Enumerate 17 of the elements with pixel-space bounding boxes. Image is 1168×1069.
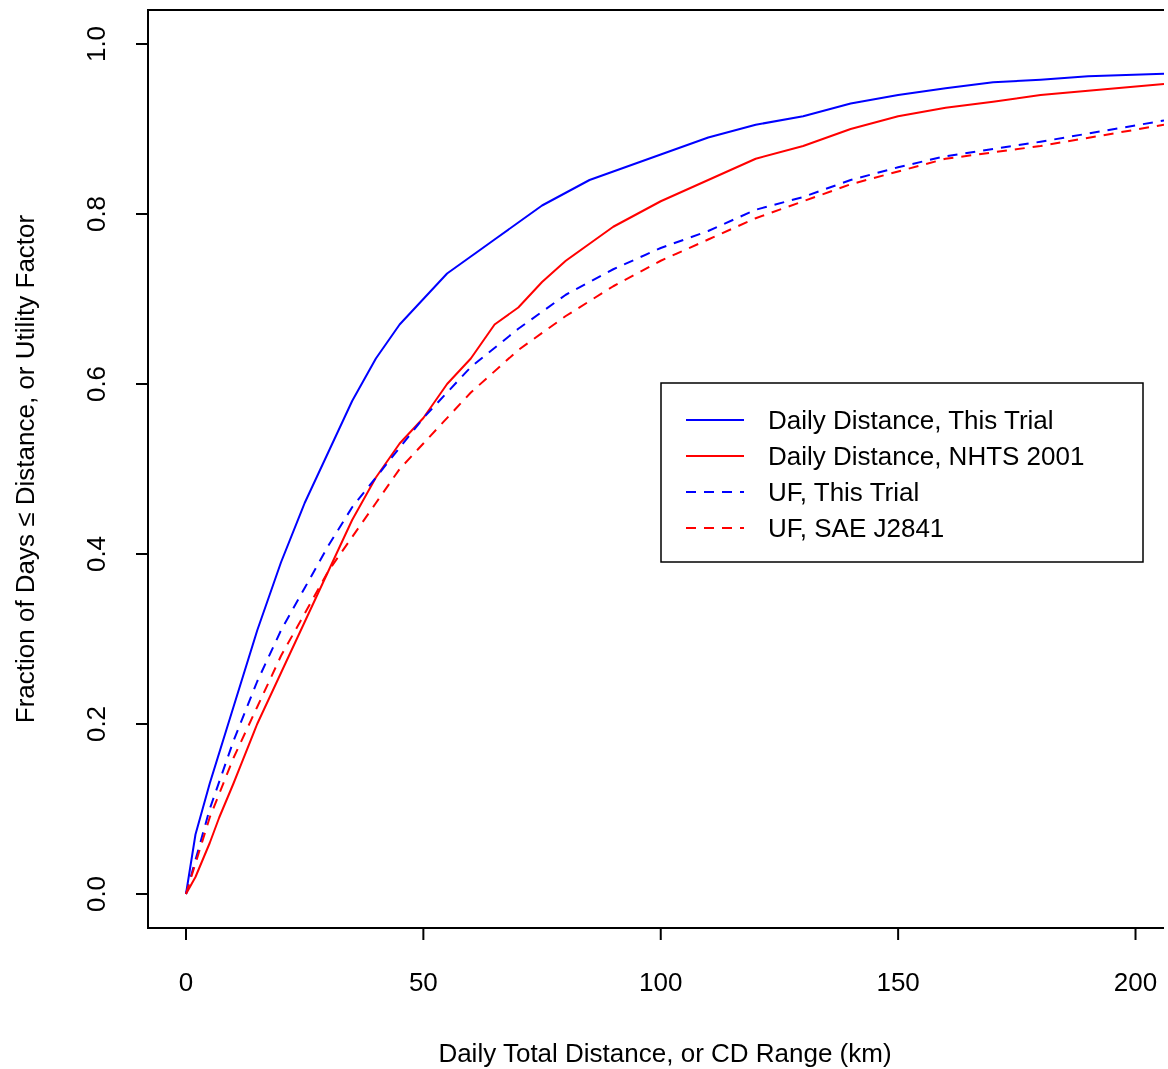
x-tick-label: 100 <box>639 967 683 997</box>
y-tick-label: 0.2 <box>81 705 111 743</box>
x-tick-label: 200 <box>1113 967 1158 997</box>
y-axis-title: Fraction of Days ≤ Distance, or Utility Factor <box>10 214 40 724</box>
y-tick-label: 0.4 <box>81 535 111 573</box>
legend-label: Daily Distance, NHTS 2001 <box>768 441 1085 471</box>
legend-label: UF, SAE J2841 <box>768 513 945 543</box>
legend-label: Daily Distance, This Trial <box>768 405 1054 435</box>
y-tick-label: 0.8 <box>81 195 111 233</box>
x-tick-label: 150 <box>876 967 920 997</box>
legend-label: UF, This Trial <box>768 477 920 507</box>
x-tick-label: 50 <box>408 967 438 997</box>
x-tick-label: 0 <box>178 967 194 997</box>
x-axis-title: Daily Total Distance, or CD Range (km) <box>438 1038 892 1068</box>
y-tick-label: 1.0 <box>81 25 111 63</box>
y-tick-label: 0.6 <box>81 365 111 403</box>
y-tick-label: 0.0 <box>81 875 111 913</box>
